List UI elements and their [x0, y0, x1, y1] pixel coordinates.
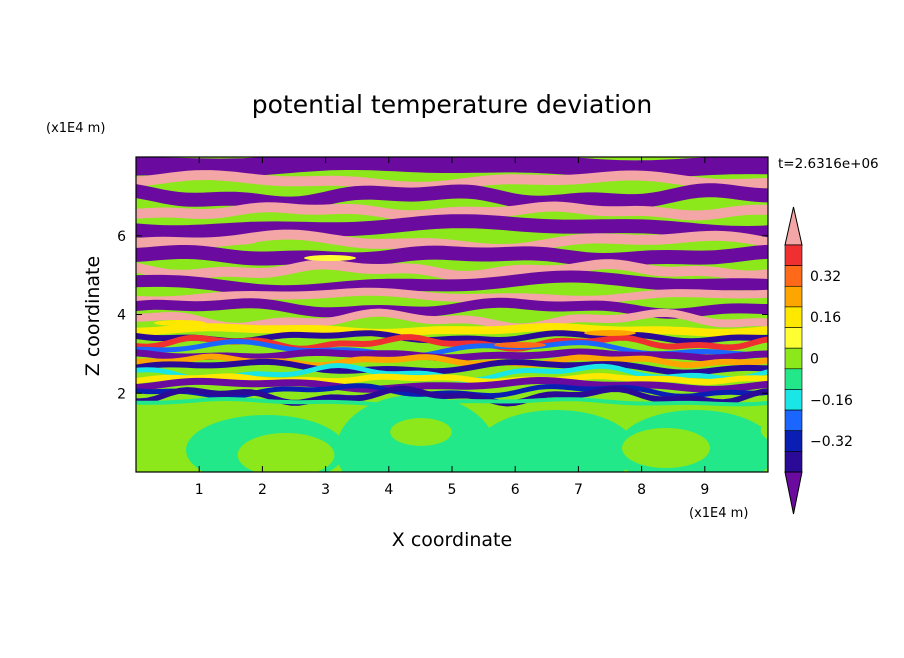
z-unit-label: (x1E4 m): [46, 121, 105, 136]
eddy-blob: [336, 395, 496, 472]
z-axis-ticks: 2 4 6: [117, 229, 768, 402]
contour-streak: [584, 330, 636, 336]
eddy-blob: [476, 410, 636, 472]
x-tick-label: 7: [574, 482, 583, 498]
contour-band: [136, 229, 768, 254]
colorbar-segment: [784, 306, 803, 328]
colorbar-tick-label: −0.16: [810, 393, 853, 409]
colorbar-top-triangle: [784, 206, 803, 246]
colorbar-segment: [784, 265, 803, 287]
x-tick-label: 9: [700, 482, 709, 498]
colorbar-segment: [784, 451, 803, 473]
contour-band: [136, 339, 768, 359]
z-tick-label: 4: [117, 308, 126, 324]
colorbar-segment: [784, 327, 803, 349]
contour-streak: [304, 255, 356, 261]
colorbar-tick-label: 0.32: [810, 269, 841, 285]
contour-band: [136, 348, 768, 362]
contour-band: [136, 297, 768, 319]
contour-streak: [204, 239, 256, 245]
contour-band: [136, 308, 768, 332]
colorbar-segment: [784, 389, 803, 411]
x-tick-label: 6: [511, 482, 520, 498]
eddy-blob: [390, 418, 452, 446]
eddy-blob: [760, 420, 768, 440]
z-axis-label: Z coordinate: [82, 256, 104, 376]
contour-band: [136, 358, 768, 376]
x-tick-label: 1: [195, 482, 204, 498]
eddy-blob: [237, 433, 335, 472]
x-tick-label: 2: [258, 482, 267, 498]
z-tick-label: 6: [117, 229, 126, 245]
colorbar-tick-label: −0.32: [810, 434, 853, 450]
colorbar-segment: [784, 368, 803, 390]
z-tick-label: 2: [117, 386, 126, 402]
colorbar-segment: [784, 285, 803, 308]
x-unit-label: (x1E4 m): [689, 506, 748, 521]
contour-band: [136, 270, 768, 298]
x-tick-label: 3: [321, 482, 330, 498]
colorbar-bottom-triangle: [784, 471, 803, 515]
contour-band: [136, 397, 768, 407]
x-axis-label: X coordinate: [392, 529, 512, 551]
x-tick-label: 8: [637, 482, 646, 498]
contour-band: [136, 201, 768, 221]
contour-band: [136, 170, 768, 192]
time-label: t=2.6316e+06: [778, 156, 879, 172]
contour-streak: [494, 342, 546, 348]
chart-title: potential temperature deviation: [252, 90, 652, 119]
colorbar-segment: [784, 347, 803, 370]
contour-band: [136, 287, 768, 305]
eddy-blob: [136, 422, 176, 458]
colorbar-segment: [784, 430, 803, 452]
contour-band: [136, 363, 768, 383]
colorbar-tick-label: 0.16: [810, 310, 841, 326]
colorbar-segment: [784, 409, 803, 432]
contour-streak: [154, 320, 206, 326]
colorbar-tick-label: 0: [810, 352, 819, 368]
colorbar: 0.32 0.16 0 −0.16 −0.32: [784, 206, 853, 515]
contour-field: [136, 157, 768, 472]
eddy-blob: [622, 428, 710, 468]
x-axis-ticks: 1 2 3 4 5 6 7 8 9: [195, 157, 709, 498]
x-tick-label: 4: [384, 482, 393, 498]
x-tick-label: 5: [448, 482, 457, 498]
colorbar-segment: [784, 244, 803, 266]
contour-band: [136, 377, 768, 393]
contour-band: [136, 259, 768, 281]
